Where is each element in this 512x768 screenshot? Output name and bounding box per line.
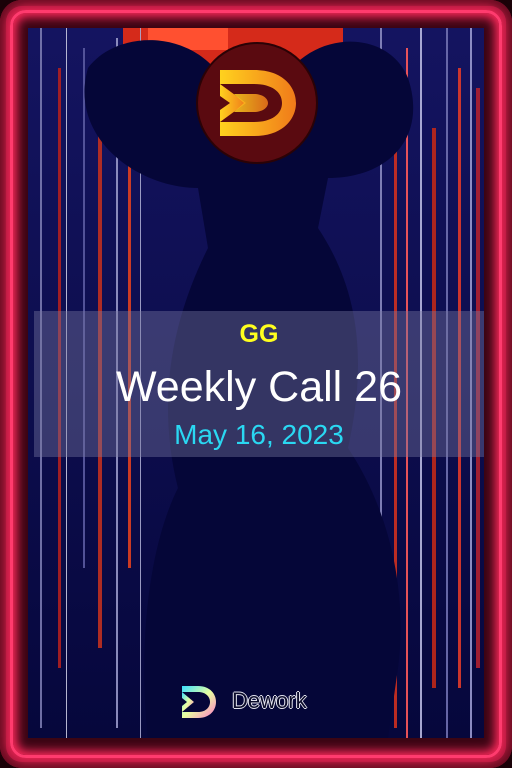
dework-logo-icon <box>182 686 216 718</box>
event-date: May 16, 2023 <box>174 419 344 450</box>
neon-frame <box>10 10 502 758</box>
brand-footer: Dework <box>178 682 348 722</box>
dework-d-logo-icon <box>220 70 296 136</box>
event-title: Weekly Call 26 <box>116 363 402 411</box>
event-info-banner: GG Weekly Call 26 May 16, 2023 <box>34 311 484 457</box>
organization-logo <box>198 44 316 162</box>
organization-name: GG <box>239 320 279 348</box>
brand-name: Dework <box>232 688 307 713</box>
